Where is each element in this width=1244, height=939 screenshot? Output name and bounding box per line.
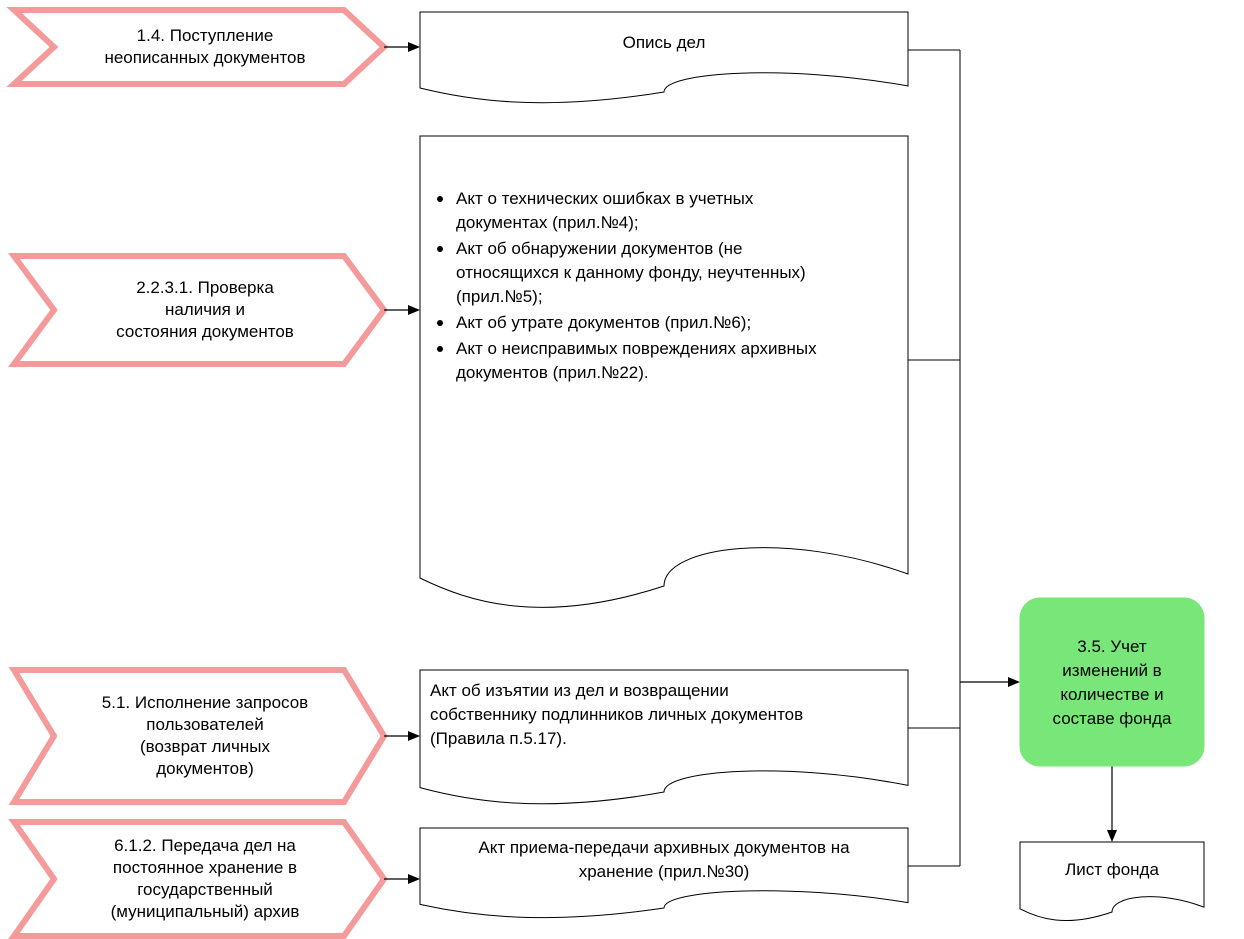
green-box-line-0: 3.5. Учет	[1077, 637, 1147, 656]
arrow2: 2.2.3.1. Проверка наличия и состояния доку…	[14, 256, 418, 364]
doc2-bullet-3-l1: документов (прил.№22).	[456, 363, 649, 382]
doc2: Акт о технических ошибках в учетных докум…	[420, 136, 908, 607]
arrow3-line-0: 5.1. Исполнение запросов	[102, 693, 308, 712]
green-box: 3.5. Учет изменений в количестве и составе …	[1020, 598, 1204, 766]
doc2-bullet-1-l1: относящихся к данному фонду, неучтенных)	[456, 263, 806, 282]
doc2-bullet-2-l0: Акт об утрате документов (прил.№6);	[456, 313, 751, 332]
doc2-bullet-0-l0: Акт о технических ошибках в учетных	[456, 189, 754, 208]
arrow3-line-1: пользователей	[146, 715, 263, 734]
doc3-line-1: собственнику подлинников личных документ…	[430, 705, 803, 724]
arrow3-line-3: документов)	[156, 759, 254, 778]
doc1: Опись дел	[420, 12, 908, 103]
doc3: Акт об изъятии из дел и возвращении собст…	[420, 670, 908, 804]
arrow4: 6.1.2. Передача дел на постоянное хранени…	[14, 822, 418, 936]
doc5-line-0: Лист фонда	[1065, 860, 1159, 879]
green-box-line-2: количестве и	[1060, 685, 1163, 704]
doc4-line-1: хранение (прил.№30)	[579, 862, 750, 881]
doc3-line-2: (Правила п.5.17).	[430, 729, 567, 748]
arrow2-line-2: состояния документов	[116, 322, 294, 341]
green-box-line-1: изменений в	[1062, 661, 1161, 680]
arrow1: 1.4. Поступление неописанных документов	[14, 10, 418, 84]
arrow4-line-2: государственный	[137, 880, 273, 899]
arrow4-line-1: постоянное хранение в	[113, 858, 297, 877]
arrow4-line-0: 6.1.2. Передача дел на	[114, 836, 296, 855]
doc5: Лист фонда	[1020, 842, 1204, 921]
doc2-bullet-3-l0: Акт о неисправимых повреждениях архивных	[456, 339, 817, 358]
doc3-line-0: Акт об изъятии из дел и возвращении	[430, 681, 729, 700]
arrow3-line-2: (возврат личных	[140, 737, 271, 756]
doc1-line-0: Опись дел	[623, 33, 706, 52]
arrow2-line-0: 2.2.3.1. Проверка	[136, 278, 274, 297]
arrow1-line-1: неописанных документов	[104, 48, 305, 67]
doc4: Акт приема-передачи архивных документов …	[420, 828, 908, 918]
green-box-line-3: составе фонда	[1053, 709, 1172, 728]
arrow4-line-3: (муниципальный) архив	[111, 902, 300, 921]
doc2-bullet-1-l0: Акт об обнаружении документов (не	[456, 239, 742, 258]
doc2-bullet-1-l2: (прил.№5);	[456, 287, 543, 306]
doc4-line-0: Акт приема-передачи архивных документов …	[478, 838, 850, 857]
arrow2-line-1: наличия и	[165, 300, 245, 319]
arrow3: 5.1. Исполнение запросов пользователей (во…	[14, 670, 418, 802]
arrow1-line-0: 1.4. Поступление	[137, 26, 274, 45]
doc2-bullet-0-l1: документах (прил.№4);	[456, 213, 639, 232]
